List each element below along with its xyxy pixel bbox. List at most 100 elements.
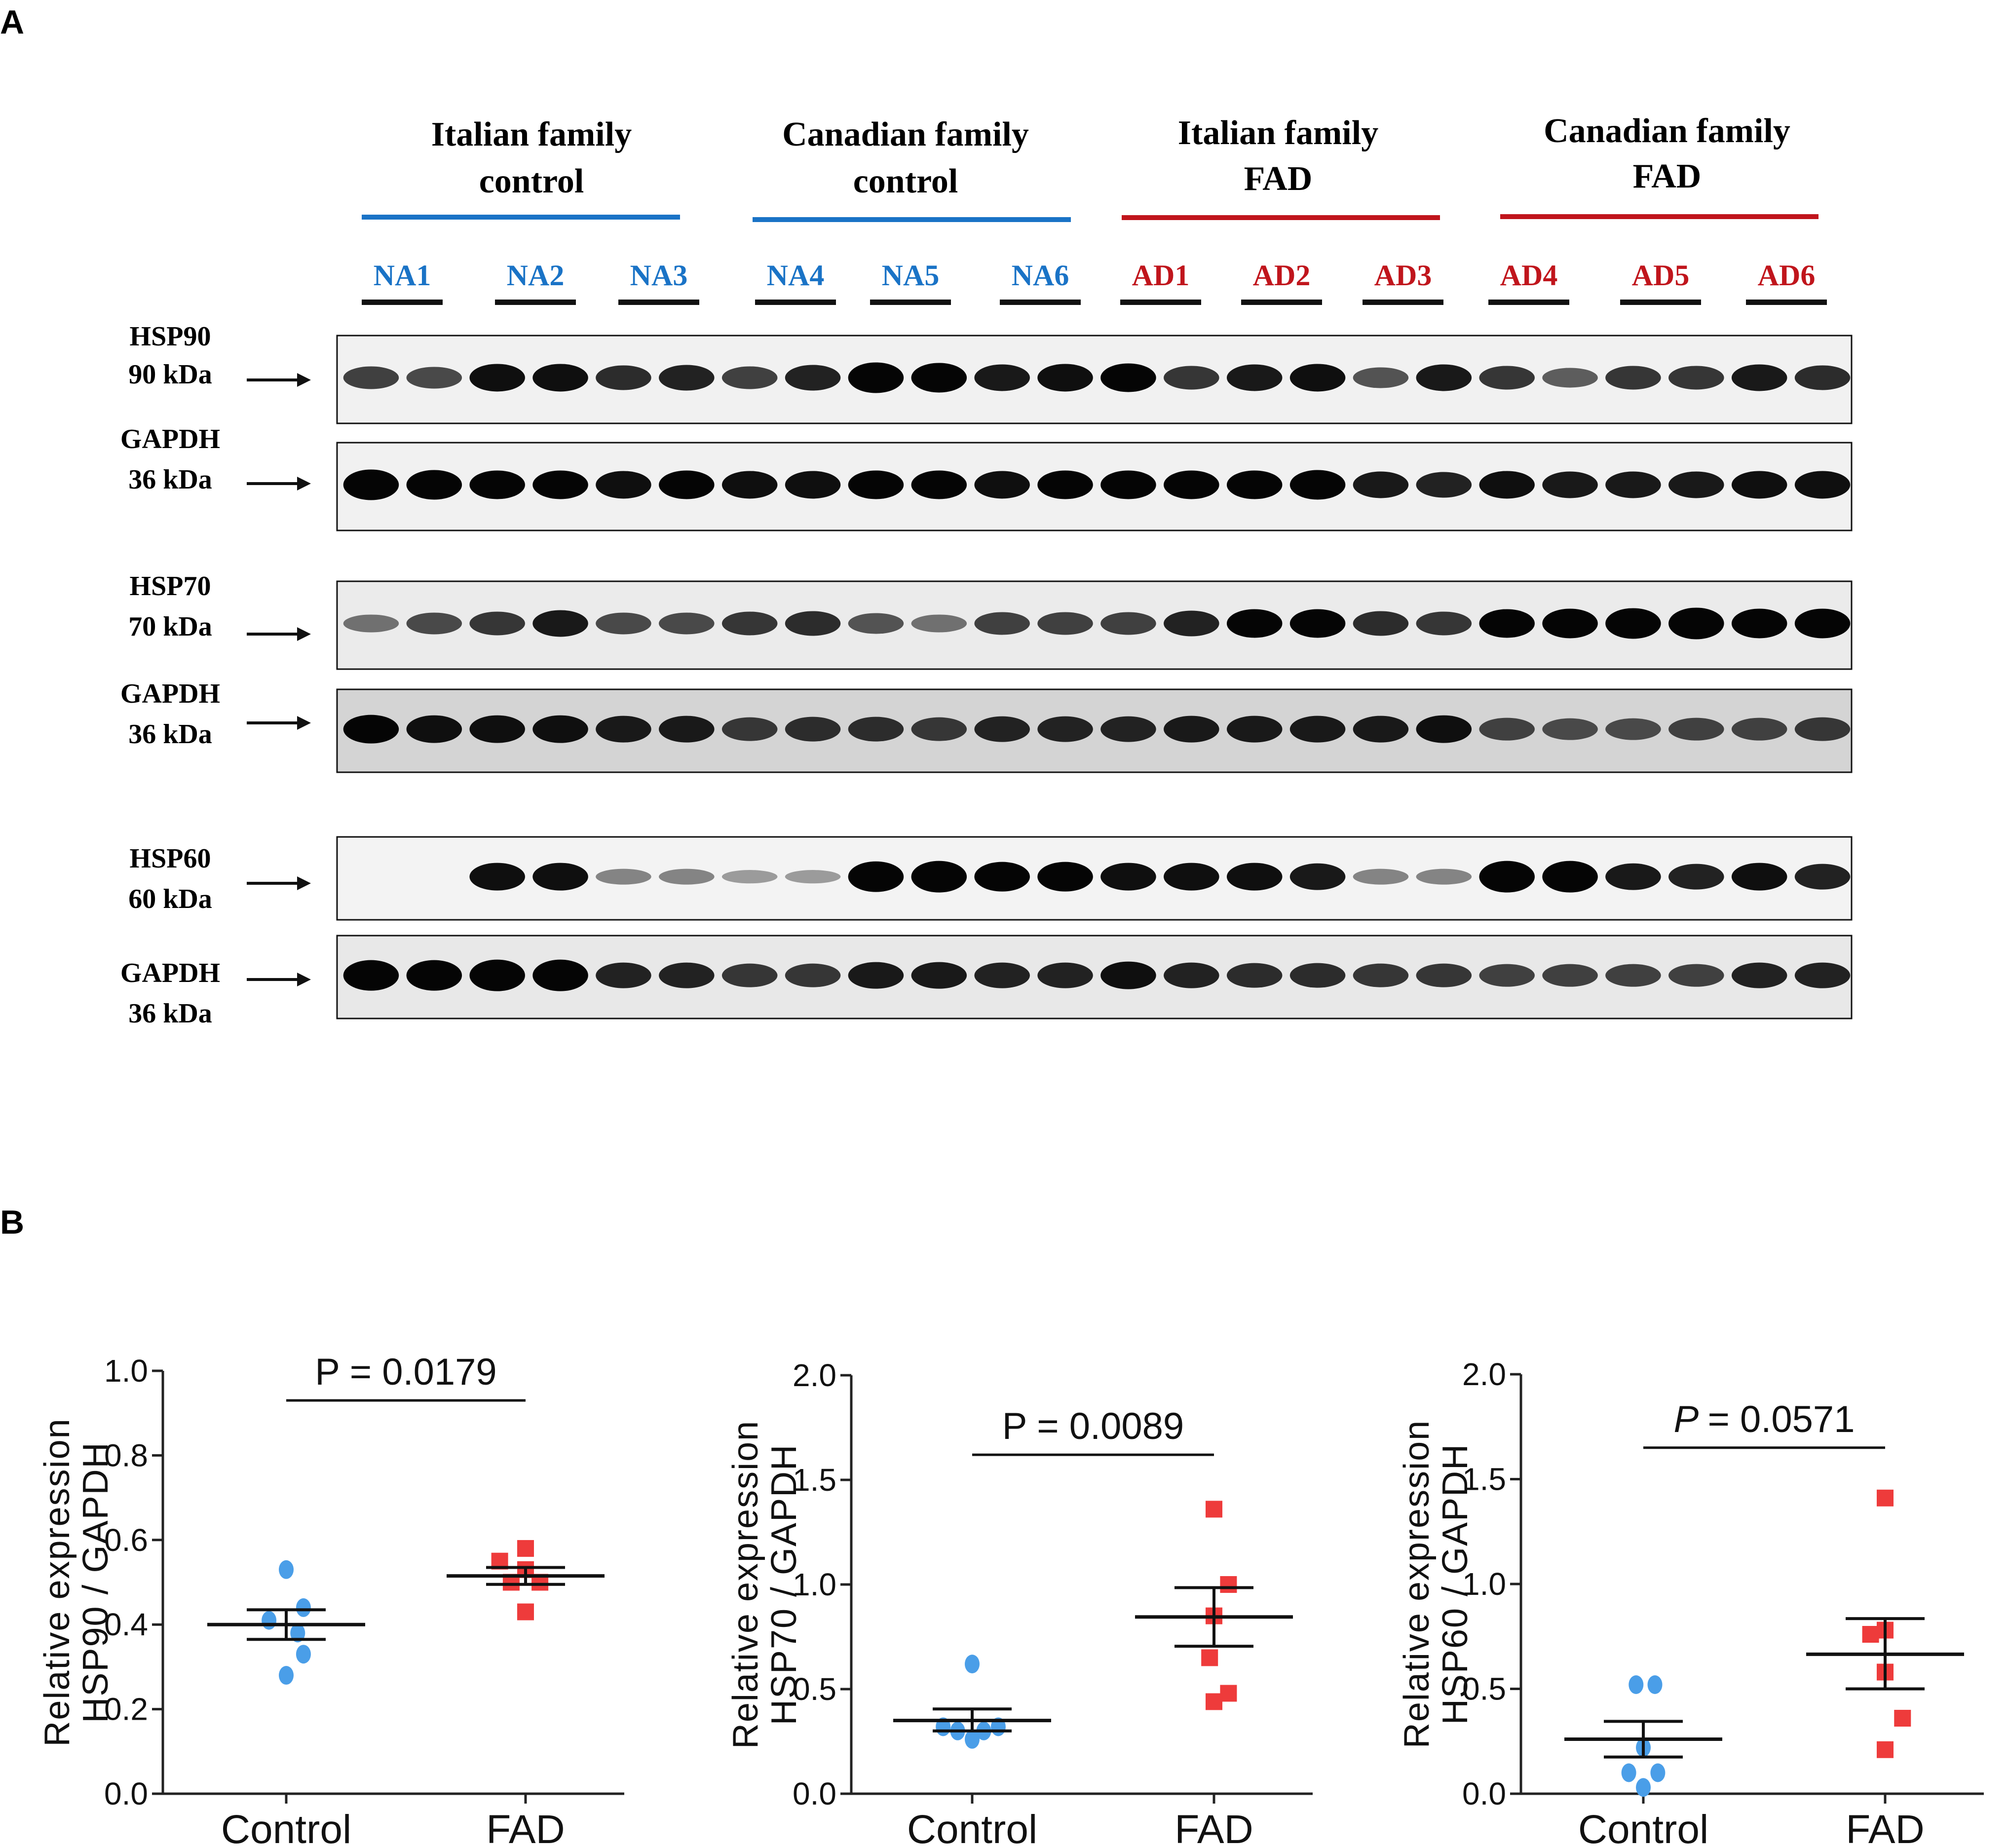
group-label-line2: FAD bbox=[1633, 157, 1702, 195]
x-category-label: FAD bbox=[1174, 1807, 1253, 1848]
lane-label: NA3 bbox=[630, 259, 688, 292]
blot-size-label: 60 kDa bbox=[128, 884, 212, 914]
data-point-circle bbox=[1629, 1675, 1644, 1694]
group-bar bbox=[753, 217, 1071, 222]
blot-band bbox=[343, 469, 399, 500]
blot-band bbox=[1605, 718, 1661, 740]
blot-band bbox=[1479, 717, 1535, 741]
blot-band bbox=[1605, 863, 1661, 890]
blot-band bbox=[1164, 366, 1219, 390]
blot-band bbox=[1353, 471, 1409, 498]
blot-band bbox=[1353, 963, 1409, 987]
group-label-line2: FAD bbox=[1244, 160, 1313, 198]
blot-band bbox=[596, 716, 651, 743]
blot-band bbox=[785, 611, 841, 636]
x-category-label: Control bbox=[221, 1807, 351, 1848]
arrow-head-icon bbox=[297, 373, 311, 387]
data-point-circle bbox=[1636, 1778, 1651, 1797]
data-point-circle bbox=[296, 1598, 311, 1617]
blot-protein-label: GAPDH bbox=[120, 958, 220, 988]
blot-band bbox=[1542, 608, 1598, 639]
y-tick-label: 1.0 bbox=[1462, 1566, 1506, 1602]
data-point-square bbox=[1877, 1489, 1894, 1507]
lane-underline bbox=[618, 300, 699, 305]
lane-label: NA4 bbox=[767, 259, 825, 292]
blot-band bbox=[1479, 964, 1535, 987]
scatter-chart: 0.0 0.5 1.0 1.5 2.0 Control FAD Relative expres… bbox=[1397, 1357, 1984, 1848]
scatter-chart: 0.0 0.5 1.0 1.5 2.0 Control FAD Relative expres… bbox=[726, 1358, 1313, 1848]
y-axis-title-line2: HSP70 / GAPDH bbox=[764, 1444, 804, 1725]
group-label-line2: control bbox=[853, 162, 958, 200]
blot-band bbox=[1416, 364, 1472, 391]
y-tick-label: 0.0 bbox=[104, 1776, 148, 1811]
blot-band bbox=[1668, 717, 1724, 741]
p-value-label: P = 0.0179 bbox=[315, 1351, 496, 1393]
blot-band bbox=[785, 963, 841, 987]
group-label-line1: Canadian family bbox=[1544, 112, 1790, 150]
y-tick-label: 1.5 bbox=[793, 1462, 836, 1498]
blot-band bbox=[1353, 367, 1409, 388]
blot-membrane bbox=[336, 688, 1853, 773]
blot-band bbox=[1289, 364, 1346, 392]
blot-band bbox=[343, 366, 399, 389]
blot-band bbox=[1100, 863, 1156, 891]
blot-band bbox=[1542, 964, 1598, 987]
group-label-line1: Canadian family bbox=[782, 115, 1029, 153]
x-category-label: Control bbox=[907, 1807, 1037, 1848]
blot-band bbox=[406, 612, 462, 635]
blot-band bbox=[1416, 715, 1472, 743]
data-point-square bbox=[1220, 1685, 1237, 1702]
x-category-label: FAD bbox=[1846, 1807, 1924, 1848]
blot-band bbox=[532, 715, 588, 743]
lane-label: NA5 bbox=[882, 259, 940, 292]
blot-band bbox=[596, 962, 651, 988]
blot-band bbox=[1289, 863, 1346, 890]
blot-band bbox=[1037, 862, 1093, 892]
group-label-line1: Italian family bbox=[1178, 114, 1378, 152]
blot-band bbox=[596, 471, 651, 499]
y-axis-title-line2: HSP60 / GAPDH bbox=[1436, 1443, 1475, 1725]
data-point-circle bbox=[965, 1655, 980, 1674]
blot-band bbox=[1100, 716, 1156, 742]
blot-row: GAPDH 36 kDa bbox=[120, 424, 1853, 531]
y-axis-title-line1: Relative expression bbox=[1397, 1420, 1437, 1748]
data-point-circle bbox=[279, 1666, 294, 1685]
data-point-circle bbox=[1647, 1675, 1663, 1694]
blot-band bbox=[1542, 471, 1598, 498]
y-axis-title-line2: HSP90 / GAPDH bbox=[76, 1441, 115, 1723]
group-bar bbox=[1500, 214, 1819, 219]
lane-label: AD6 bbox=[1758, 259, 1816, 292]
y-tick-label: 0.0 bbox=[793, 1776, 836, 1811]
blot-band bbox=[911, 861, 967, 893]
blot-band bbox=[911, 717, 967, 741]
lane-underline bbox=[1120, 300, 1201, 305]
blot-band bbox=[721, 963, 778, 987]
blot-band bbox=[1100, 961, 1156, 989]
blot-band bbox=[1731, 471, 1787, 499]
group-header: Canadian family control bbox=[753, 115, 1071, 222]
lane-label: AD2 bbox=[1253, 259, 1311, 292]
blot-band bbox=[1605, 608, 1661, 639]
blot-band bbox=[1164, 470, 1219, 499]
blot-band bbox=[1226, 863, 1283, 891]
blot-row: HSP70 70 kDa bbox=[128, 571, 1853, 670]
group-header: Italian family FAD bbox=[1122, 114, 1440, 220]
blot-band bbox=[848, 362, 904, 393]
blot-size-label: 36 kDa bbox=[128, 998, 212, 1029]
blot-band bbox=[974, 612, 1030, 635]
blot-size-label: 36 kDa bbox=[128, 719, 212, 750]
blot-row: HSP90 90 kDa bbox=[128, 321, 1853, 424]
lane-label: AD1 bbox=[1132, 259, 1190, 292]
blot-band bbox=[1794, 864, 1851, 890]
blot-band bbox=[659, 470, 715, 499]
blot-band bbox=[532, 364, 588, 392]
blot-band bbox=[406, 960, 462, 991]
blot-band bbox=[1226, 364, 1283, 391]
scatter-chart: 0.0 0.2 0.4 0.6 0.8 1.0 Control FAD Relative exp… bbox=[38, 1351, 624, 1848]
lane-underline bbox=[1000, 300, 1081, 305]
blot-band bbox=[659, 612, 715, 635]
panel-b-letter: B bbox=[0, 1204, 24, 1241]
data-point-circle bbox=[296, 1645, 311, 1664]
